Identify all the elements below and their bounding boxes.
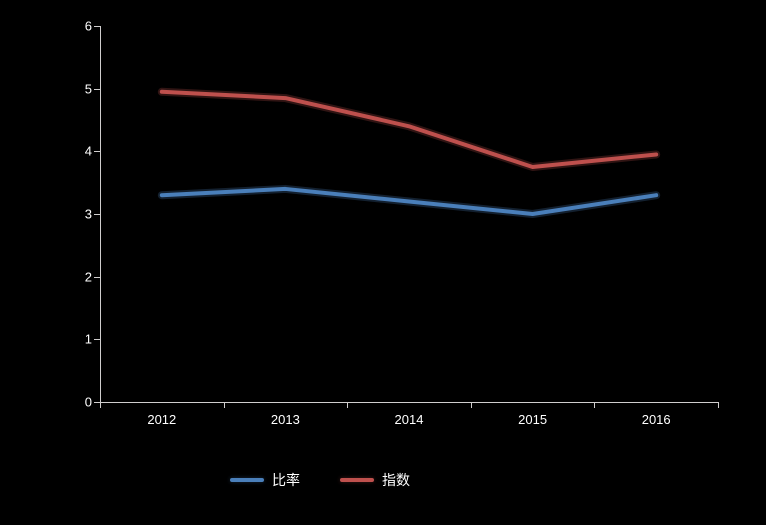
series-lines: [0, 0, 766, 525]
legend-label-rate: 比率: [272, 470, 300, 490]
legend-label-index: 指数: [382, 470, 410, 490]
legend-swatch-rate: [230, 478, 264, 482]
legend-swatch-index: [340, 478, 374, 482]
line-chart: 0123456 20122013201420152016 比率指数: [0, 0, 766, 525]
legend-item-rate: 比率: [230, 470, 300, 490]
legend-item-index: 指数: [340, 470, 410, 490]
legend: 比率 指数: [230, 470, 410, 490]
series-shadow-index: [162, 92, 656, 167]
